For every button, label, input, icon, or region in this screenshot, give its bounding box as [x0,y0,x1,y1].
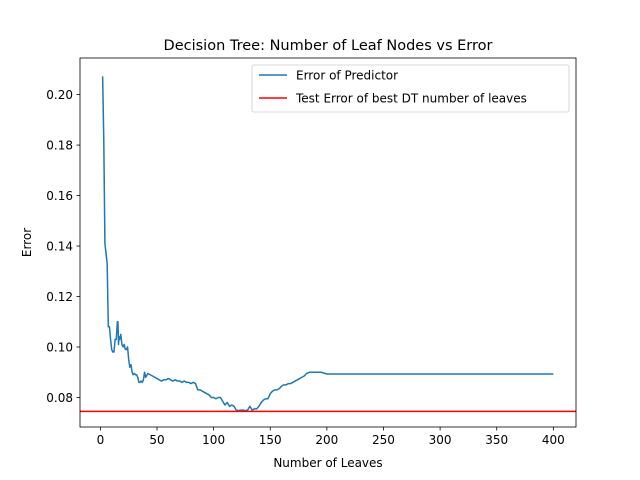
x-tick-label: 400 [542,433,565,447]
y-tick-label: 0.20 [46,88,73,102]
x-tick-label: 300 [429,433,452,447]
x-tick-label: 100 [202,433,225,447]
y-tick-label: 0.14 [46,239,73,253]
y-tick-label: 0.12 [46,290,73,304]
y-axis-label: Error [20,228,34,257]
x-axis-label: Number of Leaves [273,456,382,470]
x-tick-label: 200 [315,433,338,447]
x-tick-label: 150 [259,433,282,447]
legend-label-error-of-predictor: Error of Predictor [296,69,398,83]
y-tick-label: 0.08 [46,391,73,405]
legend-label-test-error: Test Error of best DT number of leaves [295,92,527,106]
legend: Error of Predictor Test Error of best DT… [252,65,569,112]
y-tick-label: 0.18 [46,138,73,152]
x-tick-label: 0 [97,433,105,447]
y-tick-label: 0.10 [46,340,73,354]
y-tick-label: 0.16 [46,189,73,203]
chart-title: Decision Tree: Number of Leaf Nodes vs E… [164,38,493,54]
x-tick-label: 350 [485,433,508,447]
x-tick-label: 250 [372,433,395,447]
x-tick-label: 50 [149,433,164,447]
